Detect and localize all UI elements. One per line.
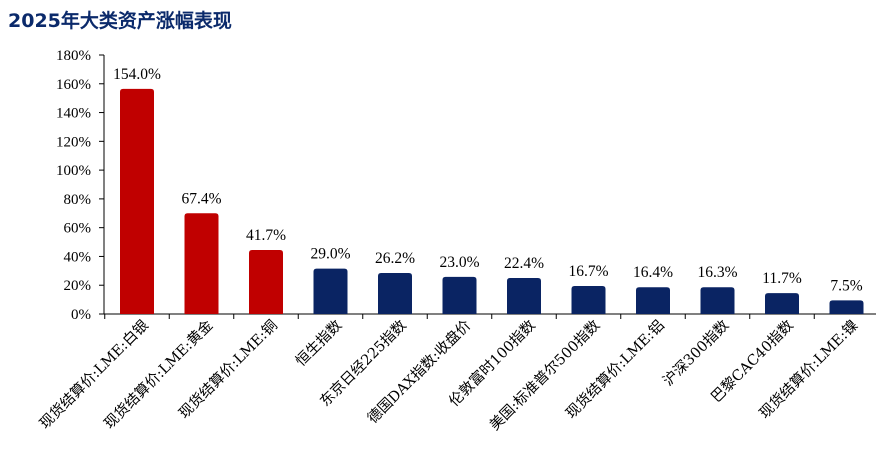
bar <box>700 287 735 314</box>
x-tick-label: 现货结算价:LME:白银 <box>36 316 152 432</box>
y-tick-label: 40% <box>64 249 92 265</box>
y-tick-label: 0% <box>71 307 91 323</box>
data-label: 16.7% <box>568 263 608 280</box>
data-label: 11.7% <box>762 270 802 287</box>
y-tick-label: 120% <box>56 134 91 150</box>
bar <box>765 293 799 314</box>
chart-title: 2025年大类资产涨幅表现 <box>8 10 232 32</box>
bar <box>378 272 412 314</box>
bar <box>636 287 670 314</box>
data-label: 23.0% <box>439 254 479 271</box>
bar <box>249 249 283 314</box>
bar <box>313 268 348 314</box>
bar <box>507 278 541 314</box>
bars <box>120 88 864 314</box>
y-tick-label: 180% <box>56 48 91 64</box>
data-label: 26.2% <box>375 250 415 267</box>
y-tick-label: 60% <box>64 221 92 237</box>
bar <box>120 88 154 314</box>
x-tick-label: 现货结算价:LME:黄金 <box>101 316 217 432</box>
data-label: 67.4% <box>181 190 221 207</box>
x-tick-label: 美国:标准普尔500指数 <box>486 316 603 433</box>
data-label: 41.7% <box>246 227 286 244</box>
y-tick-label: 20% <box>64 278 92 294</box>
axes: 0% 20% 40% 60% 80% 100% 120% 140% 160% 180% <box>56 48 876 323</box>
x-tick-label: 沪深300指数 <box>660 316 733 389</box>
data-label: 7.5% <box>830 277 862 294</box>
bar <box>184 213 219 314</box>
y-tick-label: 140% <box>56 106 91 122</box>
data-label: 29.0% <box>310 246 350 263</box>
data-label: 22.4% <box>504 255 544 272</box>
data-label: 16.3% <box>697 264 737 281</box>
y-tick-label: 80% <box>64 192 92 208</box>
y-tick-label: 100% <box>56 163 91 179</box>
bar <box>571 285 606 314</box>
data-labels: 154.0% 67.4% 41.7% 29.0% 26.2% 23.0% 22.4% 16.7… <box>113 66 863 295</box>
x-tick-label: 德国DAX指数:收盘价 <box>363 316 474 427</box>
data-label: 16.4% <box>633 264 673 281</box>
x-tick-label: 恒生指数 <box>292 316 345 369</box>
bar <box>829 300 864 314</box>
data-label: 154.0% <box>113 66 161 83</box>
bar <box>442 276 477 314</box>
y-tick-label: 160% <box>56 77 91 93</box>
